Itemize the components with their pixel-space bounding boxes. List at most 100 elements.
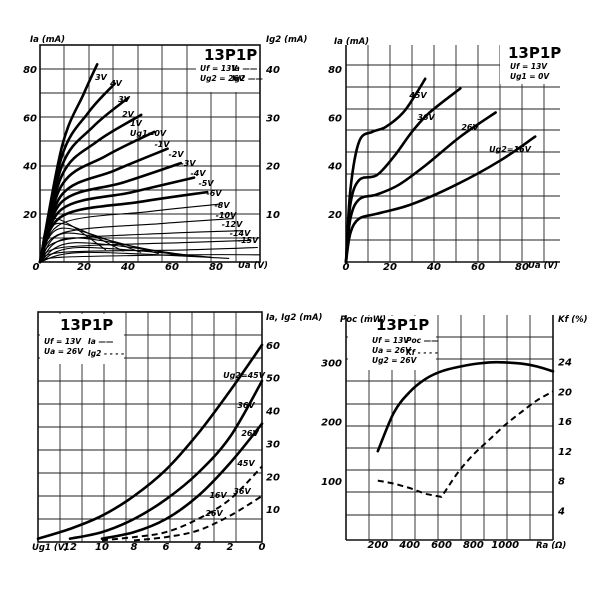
y-right-tick-label: 20 bbox=[266, 162, 280, 173]
y-right-tick-label: 10 bbox=[266, 210, 280, 221]
curve-label: -10V bbox=[216, 211, 237, 220]
x-tick-label: 200 bbox=[367, 540, 388, 551]
x-tick-label: 80 bbox=[209, 262, 223, 273]
x-tick-label: 800 bbox=[463, 540, 484, 551]
series-line bbox=[100, 422, 264, 540]
panel-bottom-right-condition: Ug2 = 26V bbox=[372, 356, 418, 365]
panel-top-left-legend-entry: Ia —— bbox=[232, 64, 258, 73]
curve-label: 1V bbox=[130, 119, 143, 128]
panel-bottom-left-x-label: Ug1 (V) bbox=[32, 543, 68, 553]
y-tick-label: 30 bbox=[266, 439, 280, 450]
series-line bbox=[376, 360, 555, 453]
panel-bottom-right-condition: Ua = 26V bbox=[372, 346, 412, 355]
ig2-line bbox=[39, 222, 124, 263]
series-line bbox=[101, 465, 263, 542]
curve-label: 36V bbox=[237, 401, 255, 410]
panel-bottom-left-y-right-label: Ia, Ig2 (mA) bbox=[266, 313, 323, 323]
curve-label: -5V bbox=[198, 179, 214, 188]
curve-label: 16V bbox=[209, 491, 227, 500]
curve-label: 3V bbox=[95, 73, 108, 82]
x-tick-label: 8 bbox=[131, 542, 138, 553]
y-tick-label: 40 bbox=[265, 407, 280, 418]
y-left-tick-label: 60 bbox=[23, 113, 37, 124]
panel-bottom-right-y-left-label: Poc (mW) bbox=[340, 315, 386, 325]
x-tick-label: 6 bbox=[163, 542, 170, 553]
curve-label: -12V bbox=[222, 220, 243, 229]
panel-bottom-right-legend-entry: Poc —— bbox=[406, 336, 439, 345]
curve-label: 4V bbox=[109, 79, 123, 88]
curve-label: 36V bbox=[233, 487, 251, 496]
y-right-tick-label: 24 bbox=[558, 358, 572, 369]
x-tick-label: 400 bbox=[398, 540, 420, 551]
y-tick-label: 60 bbox=[328, 113, 342, 124]
curve-label: -2V bbox=[168, 150, 184, 159]
y-tick-label: 50 bbox=[266, 374, 280, 385]
x-tick-label: 20 bbox=[383, 262, 397, 273]
curve-label: Ug2=16V bbox=[489, 145, 532, 154]
panel-top-left-frame bbox=[39, 44, 261, 263]
series-line bbox=[133, 495, 263, 542]
y-left-tick-label: 200 bbox=[321, 418, 342, 429]
curve-label: -1V bbox=[154, 140, 170, 149]
x-tick-label: 80 bbox=[515, 262, 529, 273]
y-right-tick-label: 4 bbox=[557, 506, 565, 517]
series-line bbox=[36, 343, 264, 540]
x-tick-label: 2 bbox=[227, 542, 234, 553]
panel-bottom-right-legend-entry: Kf - - - - bbox=[406, 348, 438, 357]
y-tick-label: 10 bbox=[266, 505, 280, 516]
curve-label: 45V bbox=[236, 459, 255, 468]
panel-top-right-y-label: Ia (mA) bbox=[334, 37, 369, 47]
y-tick-label: 40 bbox=[327, 162, 342, 173]
x-tick-label: 60 bbox=[471, 262, 485, 273]
x-tick-label: 600 bbox=[431, 540, 452, 551]
panel-top-left-title: 13P1P bbox=[204, 46, 257, 64]
x-tick-label: 4 bbox=[194, 542, 202, 553]
series-line bbox=[377, 390, 554, 499]
panel-bottom-right-title: 13P1P bbox=[376, 316, 429, 334]
panel-top-left: 3V4V3V2V1VUg1=0V-1V-2V-3V-4V-5V-6V-8V-10… bbox=[22, 35, 307, 273]
curve-label: -6V bbox=[206, 189, 222, 198]
curve-label: 36V bbox=[417, 113, 435, 122]
curve-label: 3V bbox=[118, 95, 131, 104]
curve-label: -3V bbox=[180, 159, 196, 168]
y-left-tick-label: 100 bbox=[321, 477, 342, 488]
series-line bbox=[344, 87, 462, 264]
panel-bottom-right-condition: Uf = 13V bbox=[372, 336, 410, 345]
x-tick-label: 40 bbox=[426, 262, 441, 273]
panel-top-right-title: 13P1P bbox=[508, 44, 561, 62]
y-right-tick-label: 40 bbox=[265, 65, 280, 76]
panel-top-right-x-label: Ua (V) bbox=[528, 261, 558, 271]
panel-top-left-legend-box bbox=[196, 46, 259, 92]
panel-top-right-condition: Ug1 = 0V bbox=[510, 72, 550, 81]
curve-label: -14V bbox=[230, 229, 251, 238]
y-tick-label: 20 bbox=[266, 472, 280, 483]
y-tick-label: 60 bbox=[266, 341, 280, 352]
y-right-tick-label: 20 bbox=[558, 387, 572, 398]
panel-top-left-y-right-label: Ig2 (mA) bbox=[266, 35, 307, 45]
series-line bbox=[39, 218, 234, 263]
series-line bbox=[38, 190, 209, 264]
curve-label: 2V bbox=[122, 110, 135, 119]
series-line bbox=[344, 135, 537, 264]
panel-top-left-condition: Uf = 13V bbox=[200, 64, 238, 73]
curve-label: 26V bbox=[241, 429, 259, 438]
ig2-line bbox=[39, 242, 195, 263]
panel-bottom-left-condition: Uf = 13V bbox=[44, 337, 82, 346]
curve-label: -8V bbox=[214, 201, 230, 210]
x-tick-label: 20 bbox=[77, 262, 91, 273]
x-tick-label: 0 bbox=[33, 262, 40, 273]
x-tick-label: 0 bbox=[343, 262, 350, 273]
ig2-line bbox=[39, 251, 230, 263]
panel-bottom-left-legend-entry: Ig2 - - - - bbox=[88, 349, 124, 358]
x-tick-label: 0 bbox=[259, 542, 266, 553]
panel-bottom-right-x-label: Ra (Ω) bbox=[536, 541, 566, 551]
curve-label: -15V bbox=[238, 236, 259, 245]
panel-top-left-x-label: Ua (V) bbox=[238, 261, 268, 271]
panel-top-left-legend-entry: Ig2 —— bbox=[232, 74, 263, 83]
y-tick-label: 80 bbox=[328, 65, 342, 76]
y-left-tick-label: 300 bbox=[321, 358, 342, 369]
panel-top-right-condition: Uf = 13V bbox=[510, 62, 548, 71]
series-line bbox=[38, 82, 117, 264]
panel-top-left-condition: Ug2 = 26V bbox=[200, 74, 246, 83]
